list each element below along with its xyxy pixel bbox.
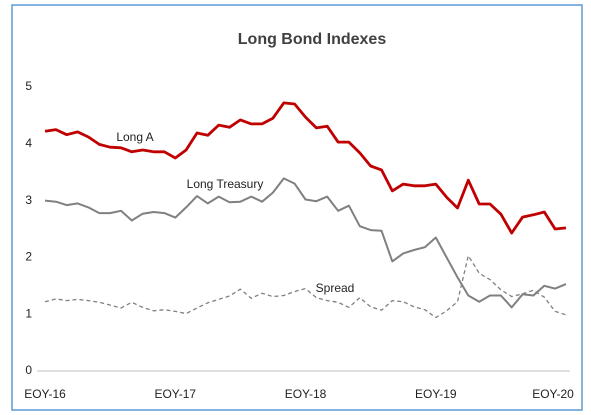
chart-frame (11, 4, 583, 411)
x-tick-label: EOY-17 (154, 387, 196, 401)
series-label: Spread (316, 281, 355, 295)
y-tick-label: 2 (25, 250, 32, 264)
series-label: Long Treasury (187, 177, 264, 191)
x-tick-label: EOY-18 (285, 387, 327, 401)
y-tick-label: 0 (25, 363, 32, 377)
y-tick-label: 1 (25, 306, 32, 320)
series-label: Long A (116, 130, 153, 144)
y-tick-label: 4 (25, 136, 32, 150)
series-line (44, 177, 567, 309)
series-line (44, 101, 567, 235)
x-tick-label: EOY-16 (24, 387, 66, 401)
x-tick-label: EOY-19 (415, 387, 457, 401)
x-tick-label: EOY-20 (532, 387, 574, 401)
y-tick-label: 3 (25, 193, 32, 207)
chart-title: Long Bond Indexes (238, 31, 387, 48)
y-tick-label: 5 (25, 79, 32, 93)
